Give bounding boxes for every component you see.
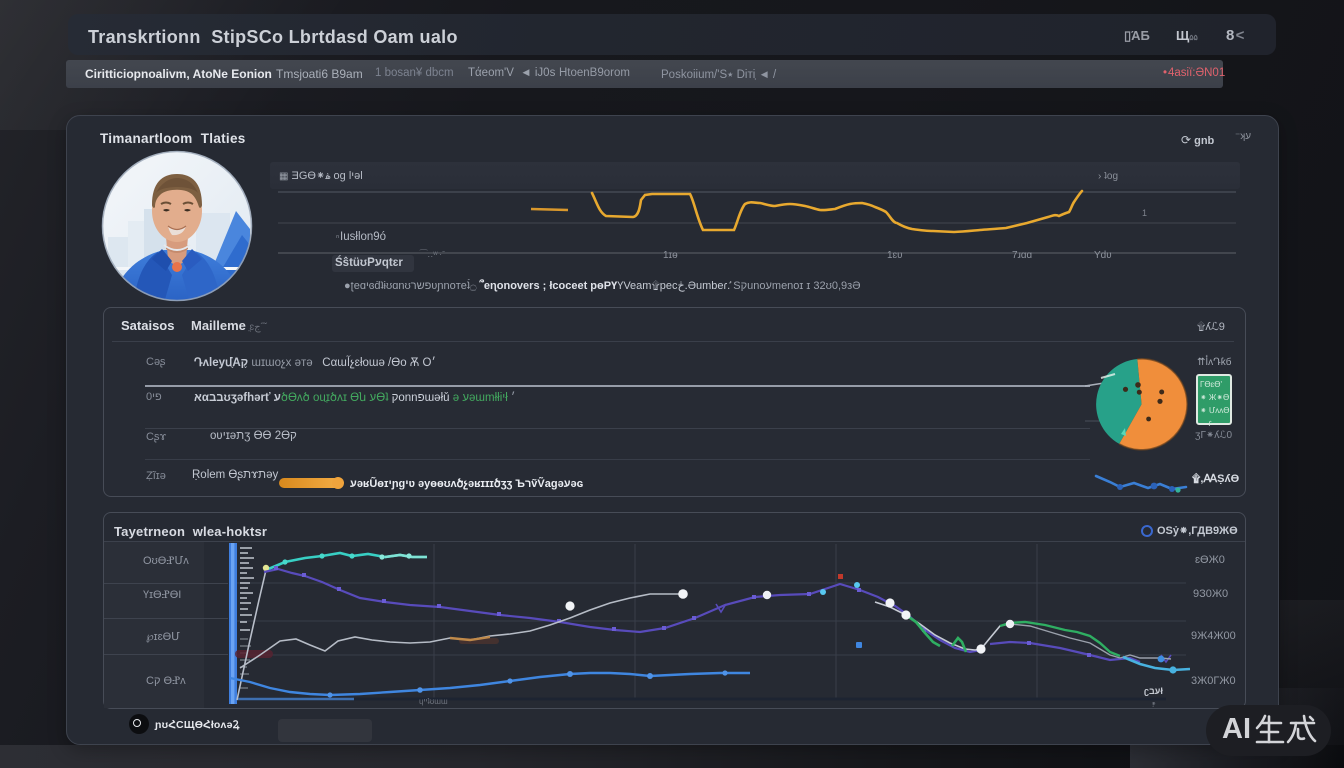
svg-text:1ɛʋ: 1ɛʋ (887, 250, 903, 261)
svg-text:Ydʋ: Ydʋ (1094, 250, 1112, 261)
svg-text:ʗעבł: ʗעבł (1144, 686, 1163, 696)
svg-text:1: 1 (1142, 208, 1147, 218)
svg-text:1ɪɵ: 1ɪɵ (663, 250, 678, 261)
svg-text:ɥײʇʊɯɯ: ɥײʇʊɯɯ (419, 697, 448, 706)
svg-text:⁕۪: ⁕۪ (1152, 700, 1156, 708)
svg-text:7ɹɑɑ: 7ɹɑɑ (1012, 250, 1032, 261)
